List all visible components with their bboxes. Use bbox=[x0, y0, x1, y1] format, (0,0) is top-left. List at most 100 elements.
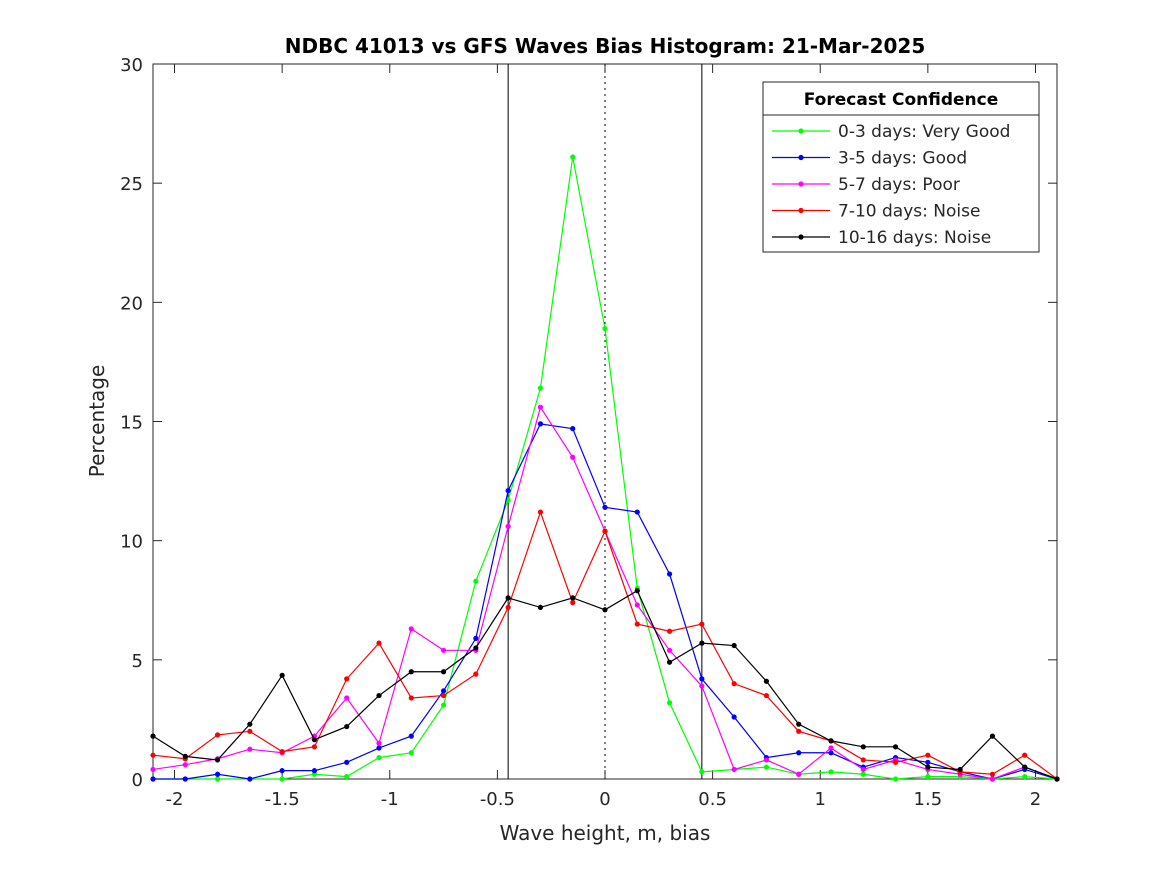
y-tick-label: 30 bbox=[120, 55, 143, 76]
y-axis-label: Percentage bbox=[85, 365, 109, 478]
data-point bbox=[796, 721, 802, 727]
data-point bbox=[570, 426, 576, 432]
data-point bbox=[214, 732, 221, 738]
data-point bbox=[925, 764, 931, 770]
x-tick-label: -2 bbox=[166, 789, 184, 810]
y-tick-label: 25 bbox=[120, 174, 143, 195]
data-point bbox=[828, 738, 834, 744]
data-point bbox=[925, 759, 931, 765]
data-point bbox=[699, 769, 705, 775]
data-point bbox=[763, 764, 770, 770]
legend-entry-label: 7-10 days: Noise bbox=[838, 202, 980, 222]
data-point bbox=[537, 421, 544, 427]
data-point bbox=[440, 647, 447, 653]
y-tick-label: 0 bbox=[132, 770, 143, 791]
data-point bbox=[311, 768, 318, 774]
data-point bbox=[570, 154, 576, 160]
data-point bbox=[570, 600, 576, 606]
data-point bbox=[182, 762, 188, 768]
data-point bbox=[182, 776, 188, 782]
data-point bbox=[1054, 776, 1060, 782]
data-point bbox=[311, 771, 318, 777]
data-point bbox=[731, 766, 737, 773]
data-point bbox=[1022, 764, 1028, 770]
data-point bbox=[892, 759, 899, 765]
data-point bbox=[828, 769, 834, 775]
legend-swatch-marker bbox=[798, 128, 804, 134]
series-0-3-days-very-good bbox=[150, 154, 1060, 782]
data-point bbox=[892, 776, 899, 782]
data-point bbox=[602, 325, 608, 332]
data-point bbox=[408, 669, 414, 675]
data-point bbox=[634, 509, 640, 515]
data-point bbox=[666, 571, 673, 577]
data-point bbox=[505, 595, 511, 601]
data-point bbox=[537, 509, 544, 515]
data-point bbox=[214, 771, 221, 777]
data-point bbox=[279, 748, 285, 755]
series-line bbox=[152, 510, 1058, 780]
data-point bbox=[279, 768, 285, 774]
reference-lines bbox=[507, 64, 703, 779]
legend-entry-label: 0-3 days: Very Good bbox=[838, 122, 1010, 142]
data-point bbox=[828, 750, 834, 756]
data-point bbox=[344, 759, 350, 765]
data-point bbox=[505, 523, 511, 529]
data-point bbox=[634, 602, 640, 608]
data-point bbox=[473, 635, 479, 641]
legend-entry-label: 3-5 days: Good bbox=[838, 149, 967, 169]
data-point bbox=[1022, 774, 1028, 780]
data-point bbox=[440, 688, 447, 694]
data-point bbox=[473, 645, 479, 651]
x-tick-label: 2 bbox=[1030, 789, 1041, 810]
y-tick-label: 10 bbox=[120, 532, 143, 553]
data-point bbox=[602, 504, 608, 510]
data-point bbox=[699, 640, 705, 646]
data-point bbox=[828, 745, 834, 751]
data-point bbox=[570, 595, 576, 601]
data-point bbox=[699, 676, 705, 682]
data-point bbox=[860, 757, 866, 763]
data-point bbox=[182, 753, 188, 759]
legend: Forecast Confidence 0-3 days: Very Good 3-… bbox=[762, 81, 1040, 253]
data-point bbox=[925, 752, 931, 758]
data-point bbox=[796, 750, 802, 756]
data-point bbox=[537, 404, 544, 410]
data-point bbox=[376, 745, 382, 751]
data-point bbox=[505, 604, 511, 611]
data-point bbox=[440, 702, 447, 708]
data-point bbox=[666, 659, 673, 665]
data-point bbox=[989, 733, 996, 739]
data-point bbox=[344, 695, 350, 701]
data-point bbox=[473, 671, 479, 677]
data-point bbox=[892, 744, 899, 750]
data-point bbox=[602, 528, 608, 534]
data-point bbox=[408, 733, 414, 739]
y-tick-label: 5 bbox=[132, 651, 143, 672]
x-axis-label: Wave height, m, bias bbox=[500, 821, 711, 845]
data-point bbox=[860, 744, 866, 750]
data-point bbox=[440, 669, 447, 675]
data-point bbox=[311, 737, 318, 743]
x-tick-label: 0.5 bbox=[698, 789, 727, 810]
data-point bbox=[376, 692, 382, 699]
series-group bbox=[150, 154, 1060, 782]
data-point bbox=[796, 771, 802, 777]
data-point bbox=[699, 621, 705, 627]
x-tick-label: -1 bbox=[381, 789, 399, 810]
data-point bbox=[247, 776, 253, 782]
series-7-10-days-noise bbox=[150, 509, 1060, 782]
data-point bbox=[796, 728, 802, 734]
data-point bbox=[440, 692, 447, 699]
data-point bbox=[408, 626, 414, 632]
data-point bbox=[763, 757, 770, 763]
data-point bbox=[634, 588, 640, 594]
chart-title: NDBC 41013 vs GFS Waves Bias Histogram: … bbox=[285, 34, 926, 58]
data-point bbox=[989, 776, 996, 782]
data-point bbox=[150, 733, 156, 739]
data-point bbox=[860, 766, 866, 773]
data-point bbox=[376, 754, 382, 761]
data-point bbox=[860, 771, 866, 777]
data-point bbox=[666, 700, 673, 706]
